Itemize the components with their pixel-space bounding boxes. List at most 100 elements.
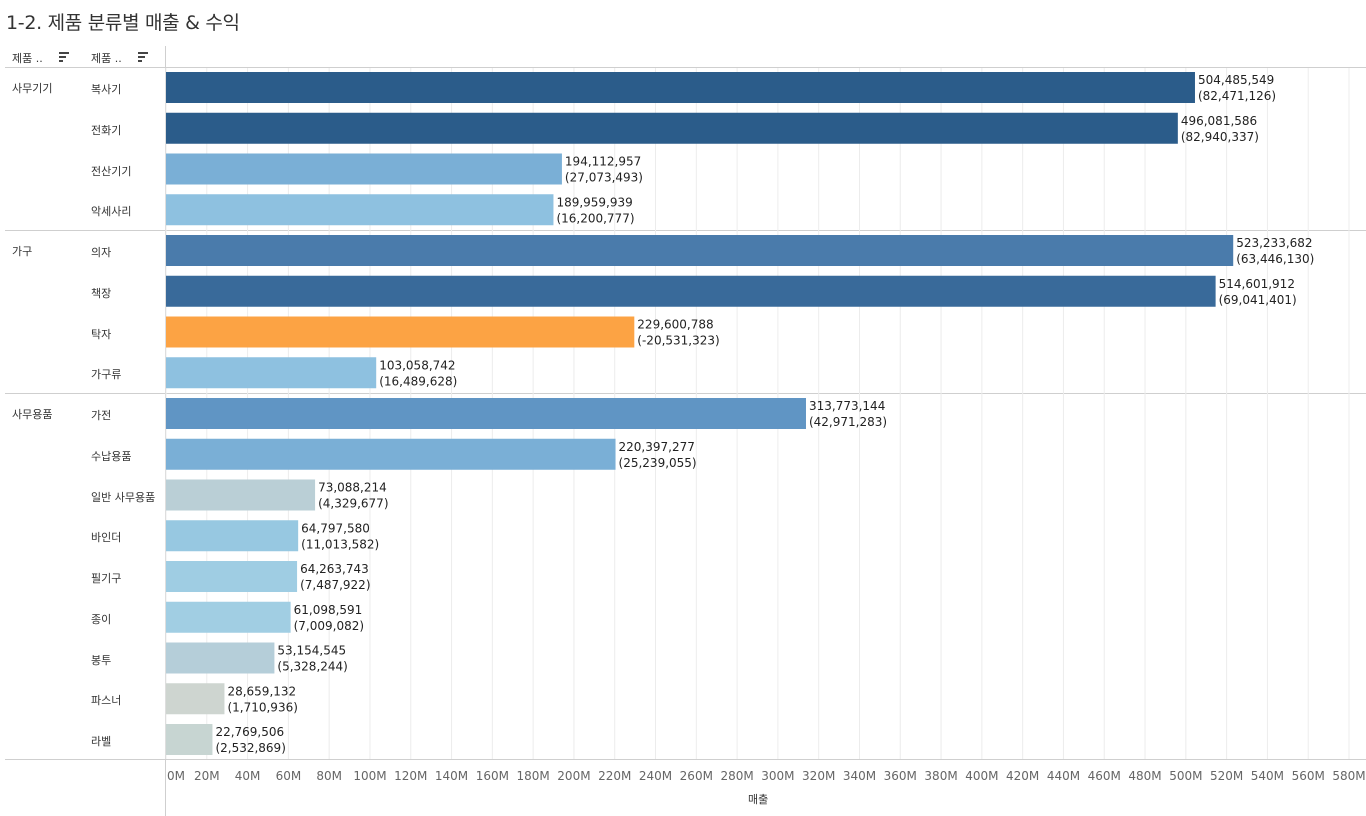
header-divider [5,67,1366,68]
bar[interactable] [166,112,1178,144]
x-tick-label: 120M [394,769,427,783]
bar-profit-label: (63,446,130) [1236,252,1314,266]
bar-profit-label: (4,329,677) [318,497,388,511]
subcategory-label: 종이 [91,612,112,626]
bar-sales-label: 514,601,912 [1219,277,1295,291]
bar-sales-label: 73,088,214 [318,481,387,495]
x-tick-label: 300M [761,769,794,783]
x-tick-label: 220M [598,769,631,783]
bar-sales-label: 53,154,545 [277,644,346,658]
bar-profit-label: (1,710,936) [227,700,297,714]
bar[interactable] [166,601,291,633]
bar[interactable] [166,357,377,389]
bar[interactable] [166,724,213,755]
bar[interactable] [166,398,806,429]
bar-sales-label: 64,263,743 [300,562,369,576]
bar[interactable] [166,520,299,552]
x-tick-label: 200M [557,769,590,783]
x-tick-label: 440M [1047,769,1080,783]
subcategory-label: 가전 [91,409,112,422]
x-tick-label: 100M [353,769,386,783]
x-tick-label: 380M [924,769,957,783]
x-tick-label: 180M [517,769,550,783]
bar-profit-label: (82,471,126) [1198,89,1276,103]
bar-profit-label: (42,971,283) [809,415,887,429]
bar-sales-label: 64,797,580 [301,521,370,535]
bar-sales-label: 220,397,277 [619,440,695,454]
x-tick-label: 260M [680,769,713,783]
bar-profit-label: (-20,531,323) [637,334,719,348]
subcategory-label: 라벨 [91,735,112,748]
category-label: 사무기기 [12,82,53,95]
x-tick-label: 460M [1088,769,1121,783]
subcategory-label: 악세사리 [91,205,132,219]
x-tick-label: 140M [435,769,468,783]
bar[interactable] [166,683,225,715]
x-tick-label: 40M [235,769,261,783]
x-tick-label: 160M [476,769,509,783]
x-tick-label: 520M [1210,769,1243,783]
bar-profit-label: (25,239,055) [619,456,697,470]
bar-profit-label: (16,489,628) [379,374,457,388]
x-tick-label: 540M [1251,769,1284,783]
bar-profit-label: (2,532,869) [215,741,285,755]
header-category[interactable]: 제품 .. [12,52,43,65]
category-label: 사무용품 [12,408,53,421]
bar[interactable] [166,194,554,226]
bar[interactable] [166,316,635,348]
bar-sales-label: 229,600,788 [637,318,713,332]
bar-profit-label: (11,013,582) [301,537,379,551]
bar-profit-label: (7,009,082) [294,619,364,633]
x-tick-label: 280M [720,769,753,783]
bar-profit-label: (27,073,493) [565,171,643,185]
bar[interactable] [166,438,616,470]
sort-icon[interactable] [137,51,149,63]
chart-title: 1-2. 제품 분류별 매출 & 수익 [6,12,240,34]
bar[interactable] [166,153,562,185]
bar-profit-label: (5,328,244) [277,660,347,674]
x-tick-label: 360M [884,769,917,783]
subcategory-label: 전화기 [91,123,122,137]
x-tick-label: 20M [194,769,220,783]
x-tick-label: 340M [843,769,876,783]
bar[interactable] [166,235,1234,266]
x-tick-label: 80M [316,769,342,783]
subcategory-label: 파스너 [91,694,122,708]
category-label: 가구 [12,245,33,258]
subcategory-label: 봉투 [91,653,112,667]
subcategory-label: 탁자 [91,327,112,341]
x-axis-title: 매출 [748,793,769,806]
x-tick-label: 580M [1332,769,1365,783]
x-tick-label: 560M [1292,769,1325,783]
bar-sales-label: 103,058,742 [379,358,455,372]
x-tick-label: 240M [639,769,672,783]
bar[interactable] [166,561,298,592]
axis-top-divider [5,759,1366,760]
subcategory-label: 필기구 [91,572,122,585]
bar-sales-label: 523,233,682 [1236,236,1312,250]
bar-sales-label: 61,098,591 [294,603,363,617]
bar-profit-label: (7,487,922) [300,578,370,592]
x-tick-label: 420M [1006,769,1039,783]
x-tick-label: 60M [276,769,302,783]
subcategory-label: 바인더 [91,531,122,545]
subcategory-label: 가구류 [91,368,122,382]
subcategory-label: 복사기 [91,83,122,96]
bar-profit-label: (16,200,777) [556,211,634,225]
bar[interactable] [166,72,1195,103]
bar-sales-label: 496,081,586 [1181,114,1257,128]
x-tick-label: 480M [1128,769,1161,783]
subcategory-label: 책장 [91,286,112,300]
bar-sales-label: 194,112,957 [565,155,641,169]
group-divider [5,230,1366,231]
sort-icon[interactable] [58,51,70,63]
header-subcategory[interactable]: 제품 .. [91,52,122,65]
x-tick-label: 320M [802,769,835,783]
x-tick-label: 500M [1169,769,1202,783]
x-tick-label: 400M [965,769,998,783]
bar[interactable] [166,479,316,511]
bar[interactable] [166,642,275,674]
bar[interactable] [166,275,1216,307]
bar-profit-label: (69,041,401) [1219,293,1297,307]
